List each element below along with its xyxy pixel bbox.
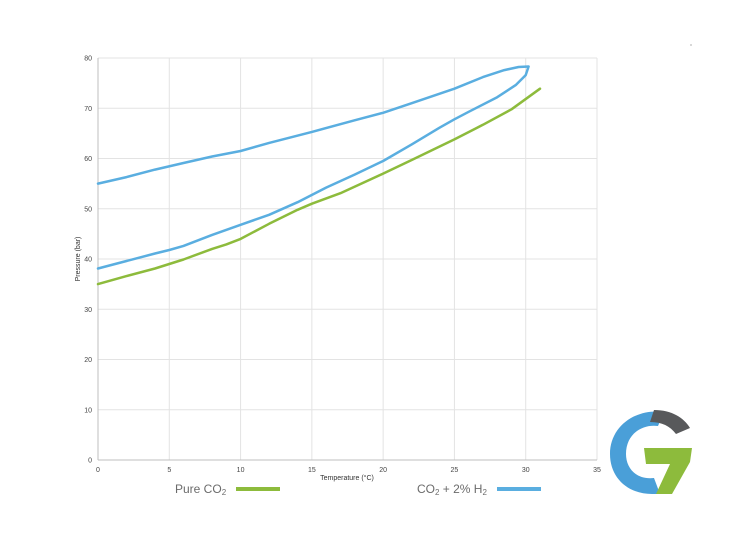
x-axis-title: Temperature (°C) <box>320 474 374 482</box>
legend-swatch-pure-co2 <box>236 487 281 491</box>
y-tick-label: 20 <box>84 357 92 364</box>
x-tick-label: 30 <box>522 467 530 474</box>
legend-label-co2-h2: CO2 + 2% H2 <box>417 481 487 497</box>
x-tick-label: 35 <box>593 467 601 474</box>
y-tick-label: 40 <box>84 257 92 264</box>
axes <box>97 58 597 461</box>
y-tick-label: 0 <box>88 458 92 465</box>
g-logo <box>610 410 692 494</box>
legend-label-pure-co2: Pure CO2 <box>175 481 227 497</box>
logo-blue-arc <box>610 411 664 494</box>
y-tick-label: 60 <box>84 156 92 163</box>
series-lines <box>96 65 542 286</box>
y-tick-label: 70 <box>84 106 92 113</box>
series-line-1 <box>96 65 530 270</box>
corner-mark <box>690 44 692 46</box>
logo-gray-arc <box>650 410 690 434</box>
tick-labels: 0 5 10 15 20 25 30 35 0 10 20 30 40 50 60 70 80 <box>84 56 601 475</box>
y-axis-title: Pressure (bar) <box>75 237 82 282</box>
y-tick-label: 50 <box>84 206 92 213</box>
grid <box>98 57 598 460</box>
y-tick-label: 10 <box>84 407 92 414</box>
legend-item-co2-h2: CO2 + 2% H2 <box>417 481 541 497</box>
x-tick-label: 0 <box>96 467 100 474</box>
y-tick-label: 80 <box>84 56 92 63</box>
x-tick-label: 15 <box>308 467 316 474</box>
logo-green-seven <box>644 448 692 494</box>
x-tick-label: 25 <box>451 467 459 474</box>
legend-item-pure-co2: Pure CO2 <box>175 481 281 497</box>
x-tick-label: 10 <box>237 467 245 474</box>
x-tick-label: 5 <box>167 467 171 474</box>
y-tick-label: 30 <box>84 307 92 314</box>
legend-swatch-co2-h2 <box>496 487 541 491</box>
series-line-0 <box>96 87 542 286</box>
x-tick-label: 20 <box>379 467 387 474</box>
